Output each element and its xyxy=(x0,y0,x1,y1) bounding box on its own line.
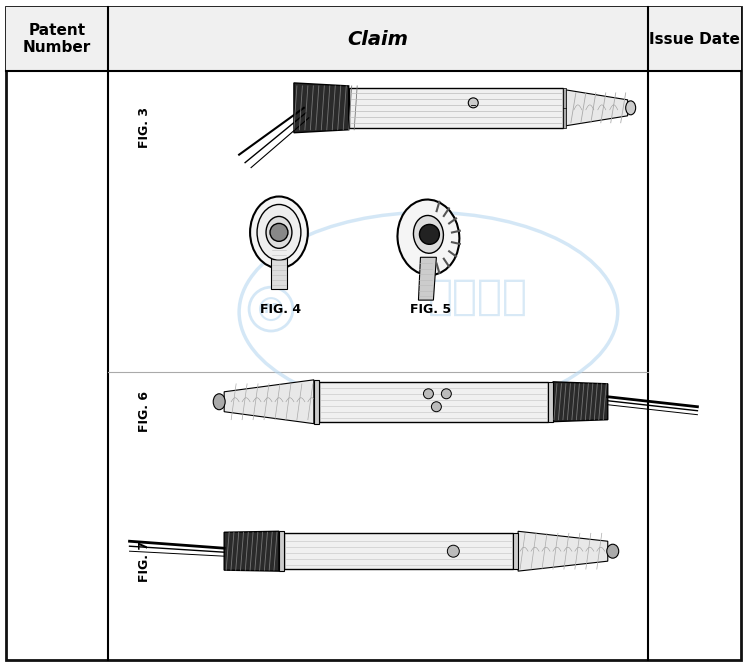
Bar xyxy=(513,533,518,569)
Text: FIG. 6: FIG. 6 xyxy=(138,392,151,432)
Text: 麦家支持: 麦家支持 xyxy=(428,276,528,318)
Polygon shape xyxy=(224,532,279,571)
Text: FIG. 4: FIG. 4 xyxy=(260,303,302,315)
Bar xyxy=(319,382,548,422)
Text: M: M xyxy=(264,302,278,316)
Bar xyxy=(349,88,563,128)
Circle shape xyxy=(447,545,459,557)
Ellipse shape xyxy=(257,205,301,260)
Text: Claim: Claim xyxy=(347,29,408,49)
Circle shape xyxy=(424,389,433,399)
Circle shape xyxy=(441,389,452,399)
Text: Issue Date: Issue Date xyxy=(649,31,740,47)
Ellipse shape xyxy=(626,101,636,115)
Bar xyxy=(279,532,284,571)
Ellipse shape xyxy=(213,394,225,410)
Bar xyxy=(271,242,287,289)
Polygon shape xyxy=(294,83,349,133)
Text: FIG. 3: FIG. 3 xyxy=(138,107,151,148)
Text: Patent
Number: Patent Number xyxy=(22,23,91,55)
Bar xyxy=(563,88,566,128)
Ellipse shape xyxy=(266,216,292,248)
Text: FIG. 7: FIG. 7 xyxy=(138,540,151,582)
Bar xyxy=(6,7,741,71)
Circle shape xyxy=(431,402,441,412)
Ellipse shape xyxy=(413,215,443,253)
Polygon shape xyxy=(566,90,628,126)
Circle shape xyxy=(468,98,478,108)
Polygon shape xyxy=(419,257,436,300)
Circle shape xyxy=(419,224,440,244)
Bar xyxy=(314,380,319,424)
Ellipse shape xyxy=(250,197,308,268)
Polygon shape xyxy=(224,380,314,424)
Polygon shape xyxy=(518,532,608,571)
Text: FIG. 5: FIG. 5 xyxy=(410,303,451,315)
Ellipse shape xyxy=(607,544,619,558)
Polygon shape xyxy=(553,382,608,422)
Ellipse shape xyxy=(398,199,459,275)
Circle shape xyxy=(270,223,288,241)
Bar xyxy=(284,533,513,569)
Bar xyxy=(548,382,553,422)
